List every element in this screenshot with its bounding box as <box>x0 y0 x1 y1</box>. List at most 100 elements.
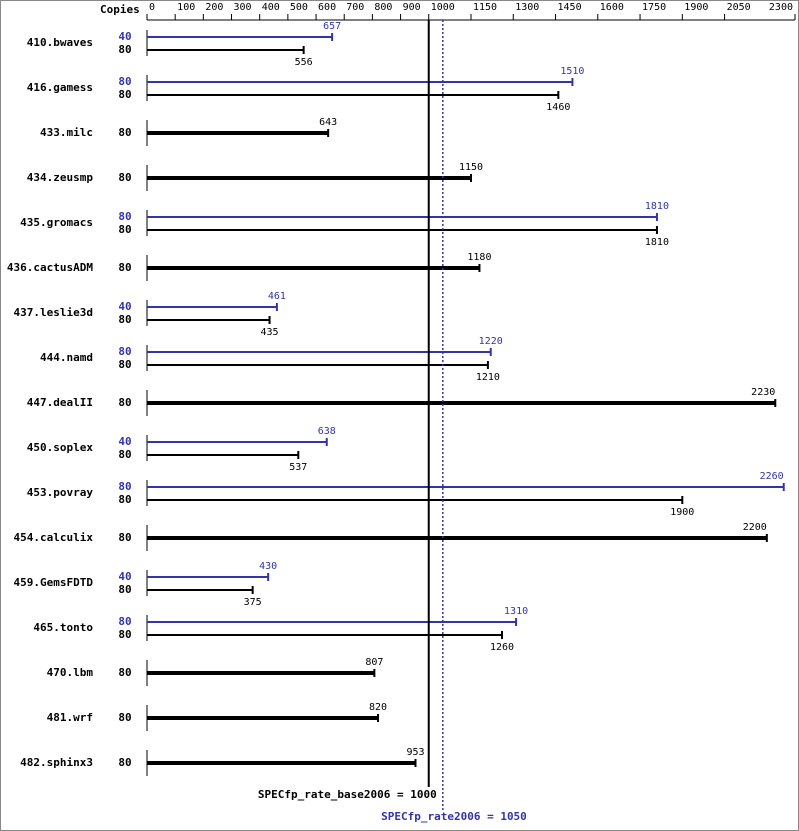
x-tick-label: 1600 <box>600 2 624 13</box>
bar <box>147 364 488 366</box>
x-tick-label: 1900 <box>684 2 708 13</box>
copies-label: 80 <box>118 583 131 596</box>
benchmark-name: 454.calculix <box>14 531 94 544</box>
benchmark-name: 450.soplex <box>27 441 94 454</box>
bar <box>147 306 277 308</box>
value-label: 556 <box>295 57 313 68</box>
bar <box>147 216 657 218</box>
value-label: 1310 <box>504 606 528 617</box>
copies-label: 40 <box>118 435 131 448</box>
x-tick-label: 400 <box>262 2 280 13</box>
value-label: 643 <box>319 117 337 128</box>
x-tick-label: 200 <box>205 2 223 13</box>
value-label: 1900 <box>670 507 694 518</box>
benchmark-name: 459.GemsFDTD <box>14 576 94 589</box>
value-label: 1150 <box>459 162 483 173</box>
bar <box>147 401 776 405</box>
copies-label: 80 <box>118 615 131 628</box>
copies-label: 40 <box>118 570 131 583</box>
x-tick-label: 1150 <box>473 2 497 13</box>
value-label: 2230 <box>751 387 775 398</box>
benchmark-name: 437.leslie3d <box>14 306 93 319</box>
x-tick-label: 1000 <box>431 2 455 13</box>
copies-label: 80 <box>118 345 131 358</box>
value-label: 1220 <box>479 336 503 347</box>
bar <box>147 266 480 270</box>
value-label: 657 <box>323 21 341 32</box>
value-label: 807 <box>365 657 383 668</box>
x-tick-label: 1750 <box>642 2 666 13</box>
value-label: 1260 <box>490 642 514 653</box>
benchmark-name: 434.zeusmp <box>27 171 94 184</box>
bar <box>147 621 517 623</box>
bar <box>147 319 270 321</box>
bar <box>147 94 559 96</box>
bar <box>147 716 379 720</box>
x-tick-label: 1300 <box>515 2 539 13</box>
copies-label: 80 <box>118 75 131 88</box>
bar <box>147 441 327 443</box>
copies-label: 40 <box>118 30 131 43</box>
bar <box>147 671 375 675</box>
copies-label: 80 <box>118 313 131 326</box>
benchmark-name: 444.namd <box>40 351 93 364</box>
benchmark-name: 436.cactusADM <box>7 261 93 274</box>
bar <box>147 229 657 231</box>
x-tick-label: 600 <box>318 2 336 13</box>
benchmark-name: 481.wrf <box>47 711 93 724</box>
value-label: 2260 <box>760 471 784 482</box>
copies-label: 80 <box>118 88 131 101</box>
benchmark-name: 410.bwaves <box>27 36 93 49</box>
copies-header: Copies <box>100 3 140 16</box>
value-label: 435 <box>261 327 279 338</box>
bar <box>147 634 502 636</box>
copies-label: 80 <box>118 480 131 493</box>
x-tick-label: 300 <box>234 2 252 13</box>
bar <box>147 351 491 353</box>
value-label: 1460 <box>546 102 570 113</box>
benchmark-name: 416.gamess <box>27 81 93 94</box>
copies-label: 80 <box>118 756 131 769</box>
value-label: 2200 <box>743 522 767 533</box>
x-tick-label: 900 <box>403 2 421 13</box>
x-tick-label: 500 <box>290 2 308 13</box>
bar <box>147 761 416 765</box>
value-label: 375 <box>244 597 262 608</box>
copies-label: 80 <box>118 493 131 506</box>
bar <box>147 486 784 488</box>
copies-label: 80 <box>118 261 131 274</box>
benchmark-name: 435.gromacs <box>20 216 93 229</box>
value-label: 1810 <box>645 237 669 248</box>
copies-label: 80 <box>118 210 131 223</box>
reference-label: SPECfp_rate_base2006 = 1000 <box>258 788 437 801</box>
benchmark-name: 465.tonto <box>33 621 93 634</box>
benchmark-name: 447.dealII <box>27 396 93 409</box>
copies-label: 80 <box>118 531 131 544</box>
copies-label: 80 <box>118 43 131 56</box>
benchmark-name: 482.sphinx3 <box>20 756 93 769</box>
x-tick-label: 800 <box>374 2 392 13</box>
bar <box>147 454 299 456</box>
copies-label: 80 <box>118 396 131 409</box>
value-label: 1810 <box>645 201 669 212</box>
bar <box>147 536 767 540</box>
copies-label: 80 <box>118 358 131 371</box>
x-tick-label: 100 <box>177 2 195 13</box>
value-label: 461 <box>268 291 286 302</box>
value-label: 1510 <box>560 66 584 77</box>
bar <box>147 499 683 501</box>
copies-label: 80 <box>118 223 131 236</box>
x-tick-label: 2050 <box>727 2 751 13</box>
bar <box>147 49 304 51</box>
benchmark-name: 433.milc <box>40 126 93 139</box>
x-tick-label: 700 <box>346 2 364 13</box>
copies-label: 80 <box>118 666 131 679</box>
bar <box>147 176 471 180</box>
copies-label: 40 <box>118 300 131 313</box>
x-tick-label: 2300 <box>769 2 793 13</box>
copies-label: 80 <box>118 126 131 139</box>
bar <box>147 81 573 83</box>
value-label: 820 <box>369 702 387 713</box>
value-label: 430 <box>259 561 277 572</box>
